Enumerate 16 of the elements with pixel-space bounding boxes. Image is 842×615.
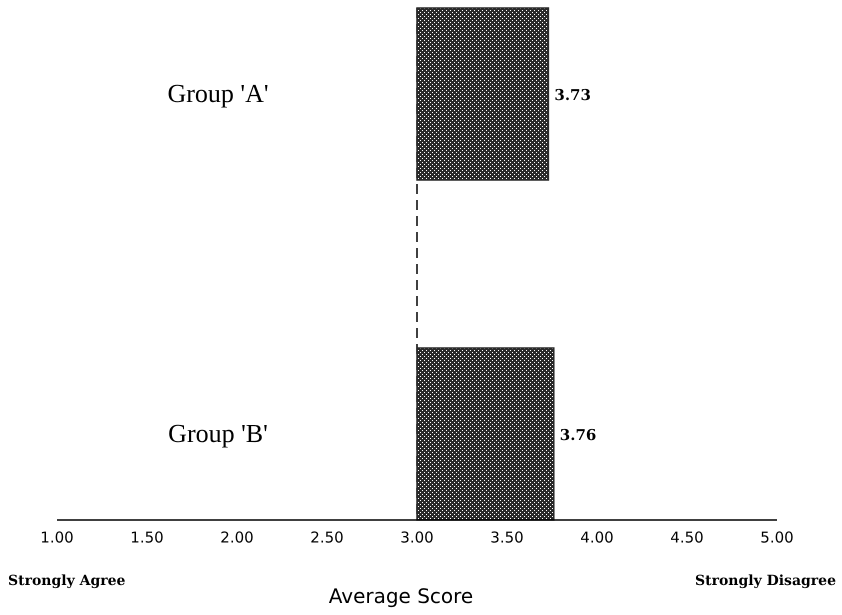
text: Strongly Disagree <box>695 573 836 589</box>
x-tick-label: 1.50 <box>130 528 164 547</box>
y-tick-label: Group 'B' <box>168 419 268 448</box>
x-tick-label: 3.50 <box>490 528 524 547</box>
x-tick-label: 5.00 <box>760 528 794 547</box>
text: Strongly Agree <box>8 573 126 589</box>
x-tick-label: 4.50 <box>670 528 704 547</box>
x-tick-label: 2.00 <box>220 528 254 547</box>
x-tick-label: 1.00 <box>40 528 74 547</box>
data-label: 3.73 <box>554 86 591 104</box>
data-label: 3.76 <box>560 426 596 444</box>
x-tick-label: 4.00 <box>580 528 614 547</box>
x-axis-title: Average Score <box>328 584 474 608</box>
y-tick-label: Group 'A' <box>167 79 269 108</box>
x-tick-label: 3.00 <box>400 528 434 547</box>
x-tick-label: 2.50 <box>310 528 344 547</box>
